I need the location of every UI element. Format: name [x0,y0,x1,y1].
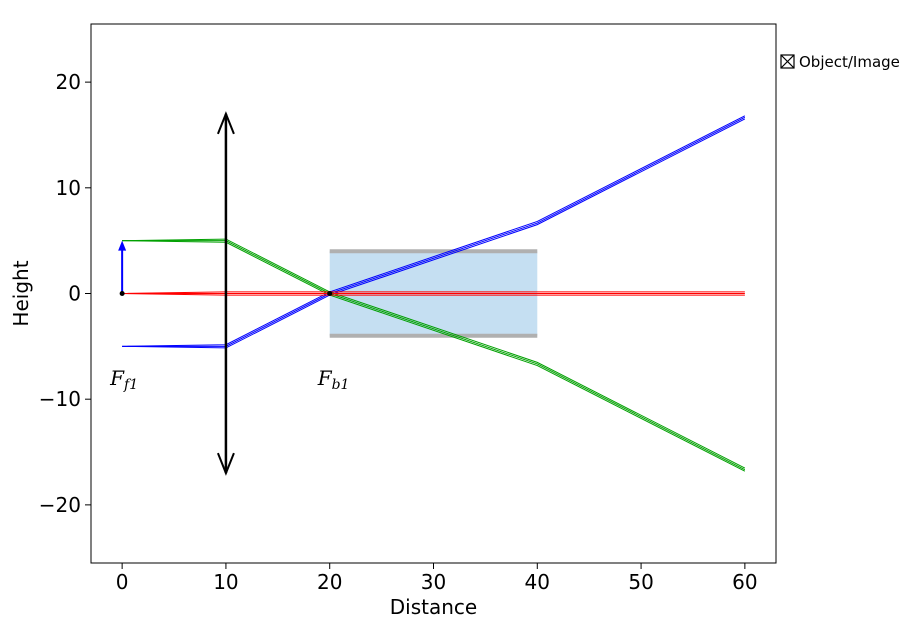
x-tick-label: 40 [525,570,550,594]
x-tick-label: 50 [628,570,653,594]
lens-bottom-arrowhead [216,452,235,476]
focal-points: Ff1 Fb1 [109,291,349,393]
x-axis-label: Distance [390,595,477,619]
x-tick-label: 30 [421,570,446,594]
y-tick-label: 20 [56,70,81,94]
x-tick-label: 0 [116,570,129,594]
y-tick-label: 10 [56,176,81,200]
focal-point-dot-2 [327,291,333,296]
x-axis-ticks: 0 10 20 30 40 50 60 [116,563,758,594]
legend: Object/Image [780,53,900,71]
focal-point-label-1: Ff1 [109,366,138,393]
focal-point-dot-1 [119,291,125,296]
lens-arrow [216,111,235,476]
y-tick-label: −20 [39,493,81,517]
object-arrow [118,240,127,294]
object-arrow-head [118,240,127,251]
legend-label: Object/Image [799,53,900,71]
y-axis-ticks: −20 −10 0 10 20 [39,70,91,517]
legend-marker-cross-b [780,54,795,69]
x-tick-label: 20 [317,570,342,594]
lens-top-arrowhead [216,111,235,135]
x-tick-label: 60 [732,570,757,594]
x-tick-label: 10 [213,570,238,594]
focal-point-label-2: Fb1 [317,366,350,393]
y-tick-label: 0 [68,282,81,306]
y-tick-label: −10 [39,387,81,411]
y-axis-label: Height [9,260,33,326]
legend-marker-icon [780,54,795,69]
